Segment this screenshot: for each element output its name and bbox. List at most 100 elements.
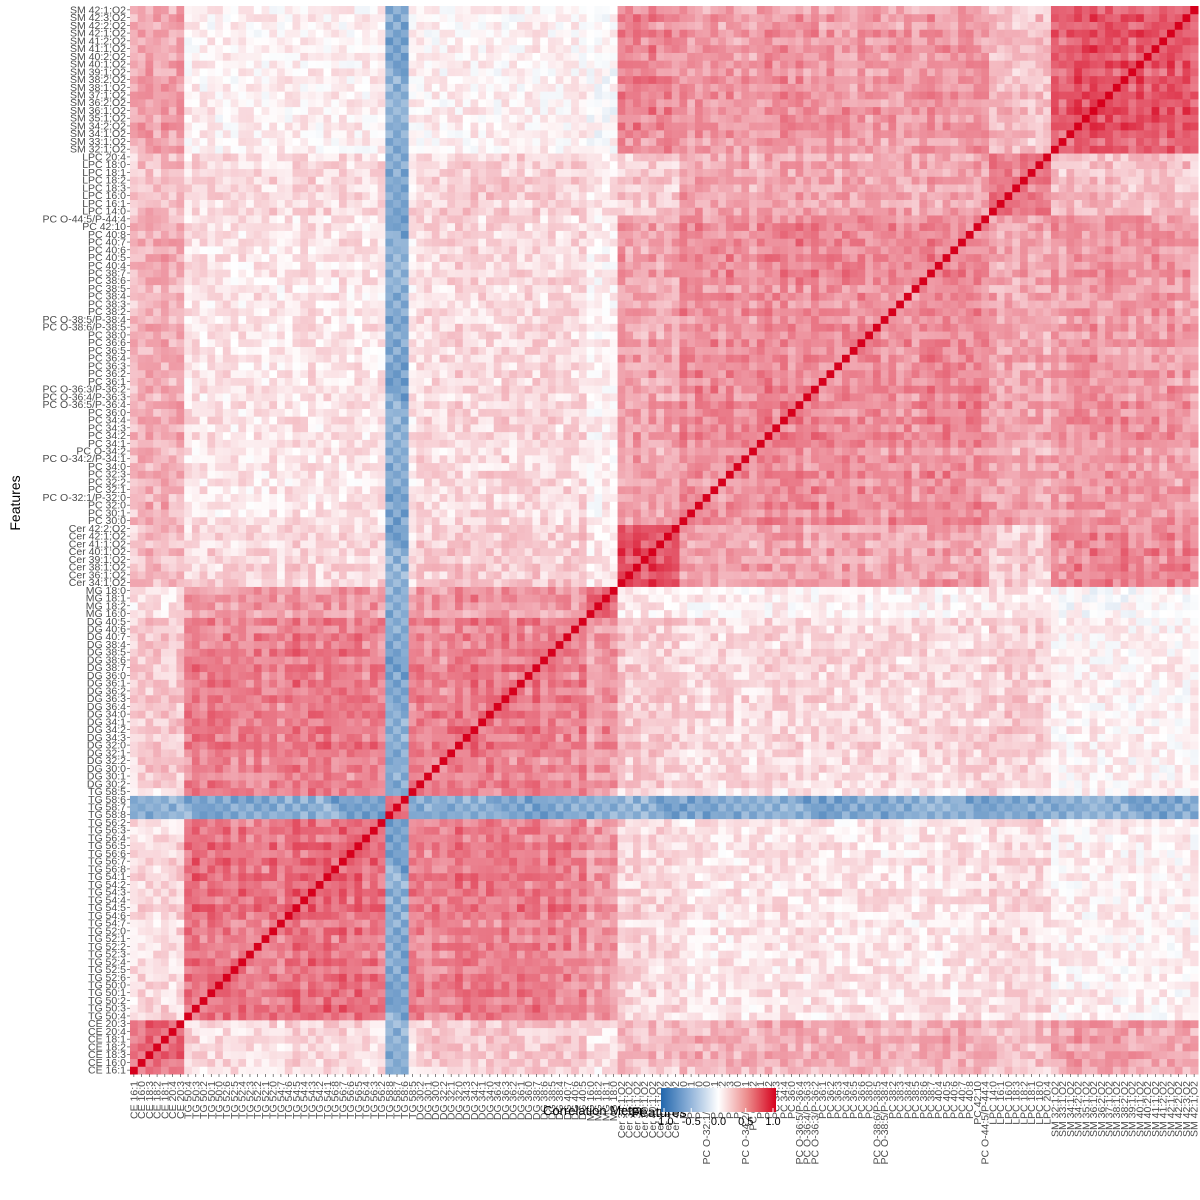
heatmap-cell: [795, 849, 804, 858]
heatmap-cell: [927, 834, 936, 843]
heatmap-cell: [795, 919, 804, 928]
heatmap-cell: [625, 1058, 634, 1067]
heatmap-cell: [764, 1050, 773, 1060]
heatmap-cell: [1174, 880, 1184, 889]
heatmap-cell: [741, 965, 750, 974]
heatmap-cell: [315, 965, 324, 974]
heatmap-cell: [400, 919, 410, 928]
heatmap-cell: [888, 903, 897, 912]
heatmap-cell: [1058, 973, 1067, 982]
heatmap-cell: [1128, 865, 1137, 874]
heatmap-cell: [1143, 973, 1153, 982]
heatmap-cell: [617, 996, 626, 1005]
heatmap-cell: [896, 810, 905, 820]
heatmap-cell: [308, 1019, 317, 1029]
heatmap-cell: [532, 841, 541, 851]
heatmap-cell: [1112, 1012, 1122, 1021]
heatmap-cell: [911, 818, 920, 827]
heatmap-cell: [253, 926, 263, 936]
heatmap-cell: [385, 973, 394, 982]
heatmap-cell: [478, 950, 487, 959]
heatmap-cell: [315, 919, 324, 928]
heatmap-cell: [965, 803, 975, 812]
heatmap-cell: [478, 934, 487, 943]
heatmap-cell: [733, 818, 742, 827]
heatmap-cell: [199, 888, 208, 897]
heatmap-cell: [1050, 1050, 1060, 1060]
heatmap-cell: [609, 903, 619, 912]
heatmap-cell: [246, 1027, 255, 1036]
heatmap-cell: [1120, 942, 1129, 951]
heatmap-cell: [725, 849, 735, 858]
heatmap-cell: [1043, 973, 1052, 982]
heatmap-cell: [346, 965, 355, 974]
heatmap-cell: [1004, 934, 1013, 943]
heatmap-cell: [253, 834, 263, 843]
heatmap-cell: [269, 865, 278, 874]
heatmap-cell: [571, 795, 580, 804]
heatmap-cell: [176, 810, 185, 820]
heatmap-cell: [633, 1043, 642, 1052]
heatmap-cell: [818, 818, 828, 827]
heatmap-cell: [338, 965, 348, 974]
heatmap-cell: [764, 865, 773, 874]
heatmap-cell: [664, 988, 673, 998]
heatmap-cell: [857, 911, 866, 920]
heatmap-cell: [842, 957, 851, 967]
heatmap-cell: [1174, 865, 1184, 874]
heatmap-cell: [1043, 942, 1052, 951]
heatmap-cell: [1081, 826, 1091, 835]
heatmap-cell: [137, 880, 146, 889]
heatmap-cell: [694, 934, 704, 943]
heatmap-cell: [516, 919, 526, 928]
heatmap-cell: [1136, 1027, 1145, 1036]
heatmap-cell: [617, 950, 626, 959]
heatmap-cell: [857, 1066, 866, 1075]
heatmap-cell: [664, 1019, 673, 1029]
heatmap-cell: [555, 1066, 564, 1075]
heatmap-cell: [772, 1035, 781, 1044]
heatmap-cell: [648, 880, 657, 889]
heatmap-cell: [369, 1035, 379, 1044]
heatmap-cell: [1089, 888, 1098, 897]
heatmap-cell: [400, 888, 410, 897]
heatmap-cell: [671, 880, 680, 889]
heatmap-cell: [207, 934, 216, 943]
heatmap-cell: [1081, 957, 1091, 967]
heatmap-cell: [927, 919, 936, 928]
heatmap-cell: [516, 1058, 526, 1067]
heatmap-cell: [338, 988, 348, 998]
heatmap-cell: [1136, 818, 1145, 827]
heatmap-cell: [578, 934, 588, 943]
heatmap-cell: [1128, 965, 1137, 974]
heatmap-cell: [710, 996, 719, 1005]
heatmap-cell: [834, 973, 843, 982]
heatmap-cell: [687, 1012, 696, 1021]
heatmap-cell: [834, 957, 843, 967]
heatmap-cell: [1081, 1035, 1091, 1044]
heatmap-cell: [346, 988, 355, 998]
heatmap-cell: [1043, 911, 1052, 920]
heatmap-cell: [648, 957, 657, 967]
heatmap-cell: [594, 849, 603, 858]
heatmap-cell: [586, 1004, 595, 1013]
heatmap-cell: [989, 903, 998, 912]
heatmap-cell: [1182, 795, 1191, 804]
heatmap-cell: [725, 857, 735, 866]
heatmap-cell: [664, 841, 673, 851]
heatmap-cell: [439, 996, 448, 1005]
heatmap-cell: [803, 950, 812, 959]
heatmap-cell: [284, 1043, 294, 1052]
heatmap-cell: [1012, 1012, 1021, 1021]
heatmap-cell: [965, 981, 975, 990]
heatmap-cell: [137, 950, 146, 959]
heatmap-cell: [1066, 996, 1075, 1005]
heatmap-cell: [1020, 903, 1029, 912]
heatmap-cell: [571, 911, 580, 920]
heatmap-cell: [540, 888, 549, 897]
heatmap-cell: [733, 810, 742, 820]
heatmap-cell: [555, 1027, 564, 1036]
heatmap-cell: [1081, 865, 1091, 874]
heatmap-cell: [1190, 872, 1199, 882]
heatmap-cell: [191, 988, 201, 998]
